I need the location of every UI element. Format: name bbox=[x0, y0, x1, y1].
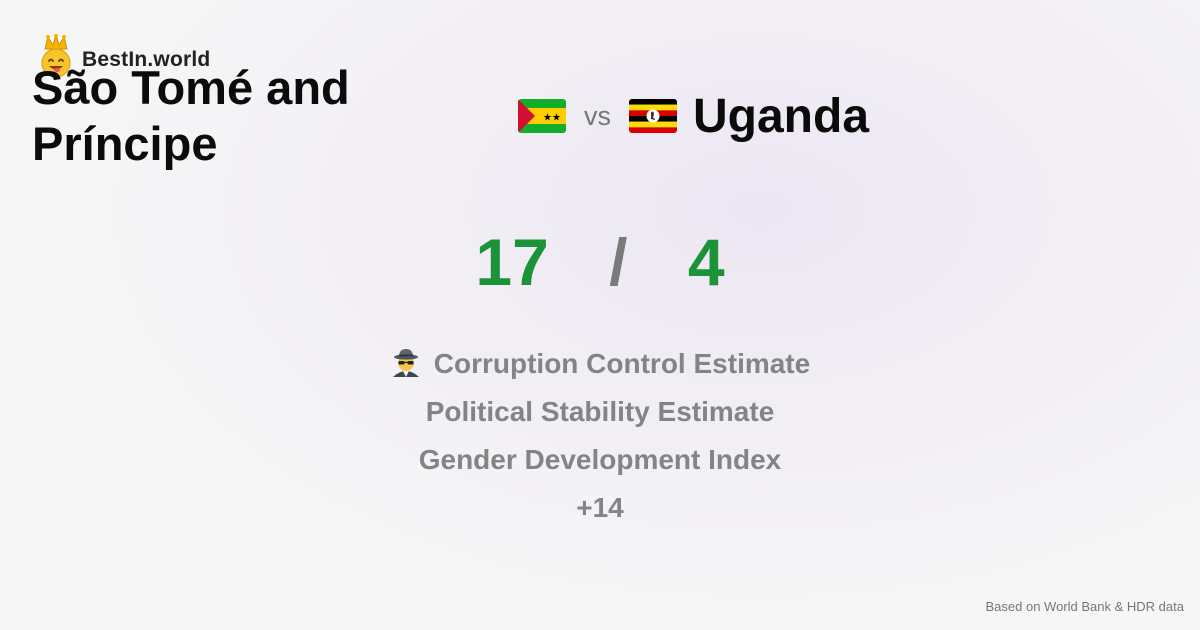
metric-label: Political Stability Estimate bbox=[425, 396, 775, 427]
metric-label: Gender Development Index bbox=[418, 444, 782, 475]
score-separator: / bbox=[609, 225, 628, 299]
left-country-name: São Tomé and Príncipe bbox=[32, 61, 350, 170]
brand-name: BestIn.world bbox=[82, 48, 211, 71]
data-source-note: Based on World Bank & HDR data bbox=[985, 599, 1184, 614]
score-display: 17 / 4 bbox=[0, 222, 1200, 302]
svg-text:★: ★ bbox=[543, 113, 552, 124]
right-country-name: Uganda bbox=[693, 89, 870, 143]
svg-text:★: ★ bbox=[552, 113, 561, 124]
versus-header: ★ ★ vs Uganda bbox=[518, 86, 869, 146]
vs-label: vs bbox=[584, 100, 611, 131]
metric-gender-development: Gender Development Index bbox=[0, 436, 1200, 484]
metric-list: Corruption Control Estimate Political St… bbox=[0, 340, 1200, 532]
metric-label: Corruption Control Estimate bbox=[433, 348, 811, 379]
left-score: 17 bbox=[475, 225, 549, 299]
right-score: 4 bbox=[687, 225, 725, 299]
more-count-label: +14 bbox=[576, 492, 624, 523]
crowned-smiley-icon bbox=[41, 34, 71, 78]
uganda-flag-icon bbox=[629, 99, 677, 133]
brand[interactable]: BestIn.world bbox=[36, 34, 210, 78]
metric-corruption-control: Corruption Control Estimate bbox=[0, 340, 1200, 388]
metric-political-stability: Political Stability Estimate bbox=[0, 388, 1200, 436]
sao-tome-and-principe-flag-icon: ★ ★ bbox=[518, 99, 566, 133]
more-metrics-count: +14 bbox=[0, 484, 1200, 532]
spy-detective-emoji-icon bbox=[392, 349, 419, 377]
